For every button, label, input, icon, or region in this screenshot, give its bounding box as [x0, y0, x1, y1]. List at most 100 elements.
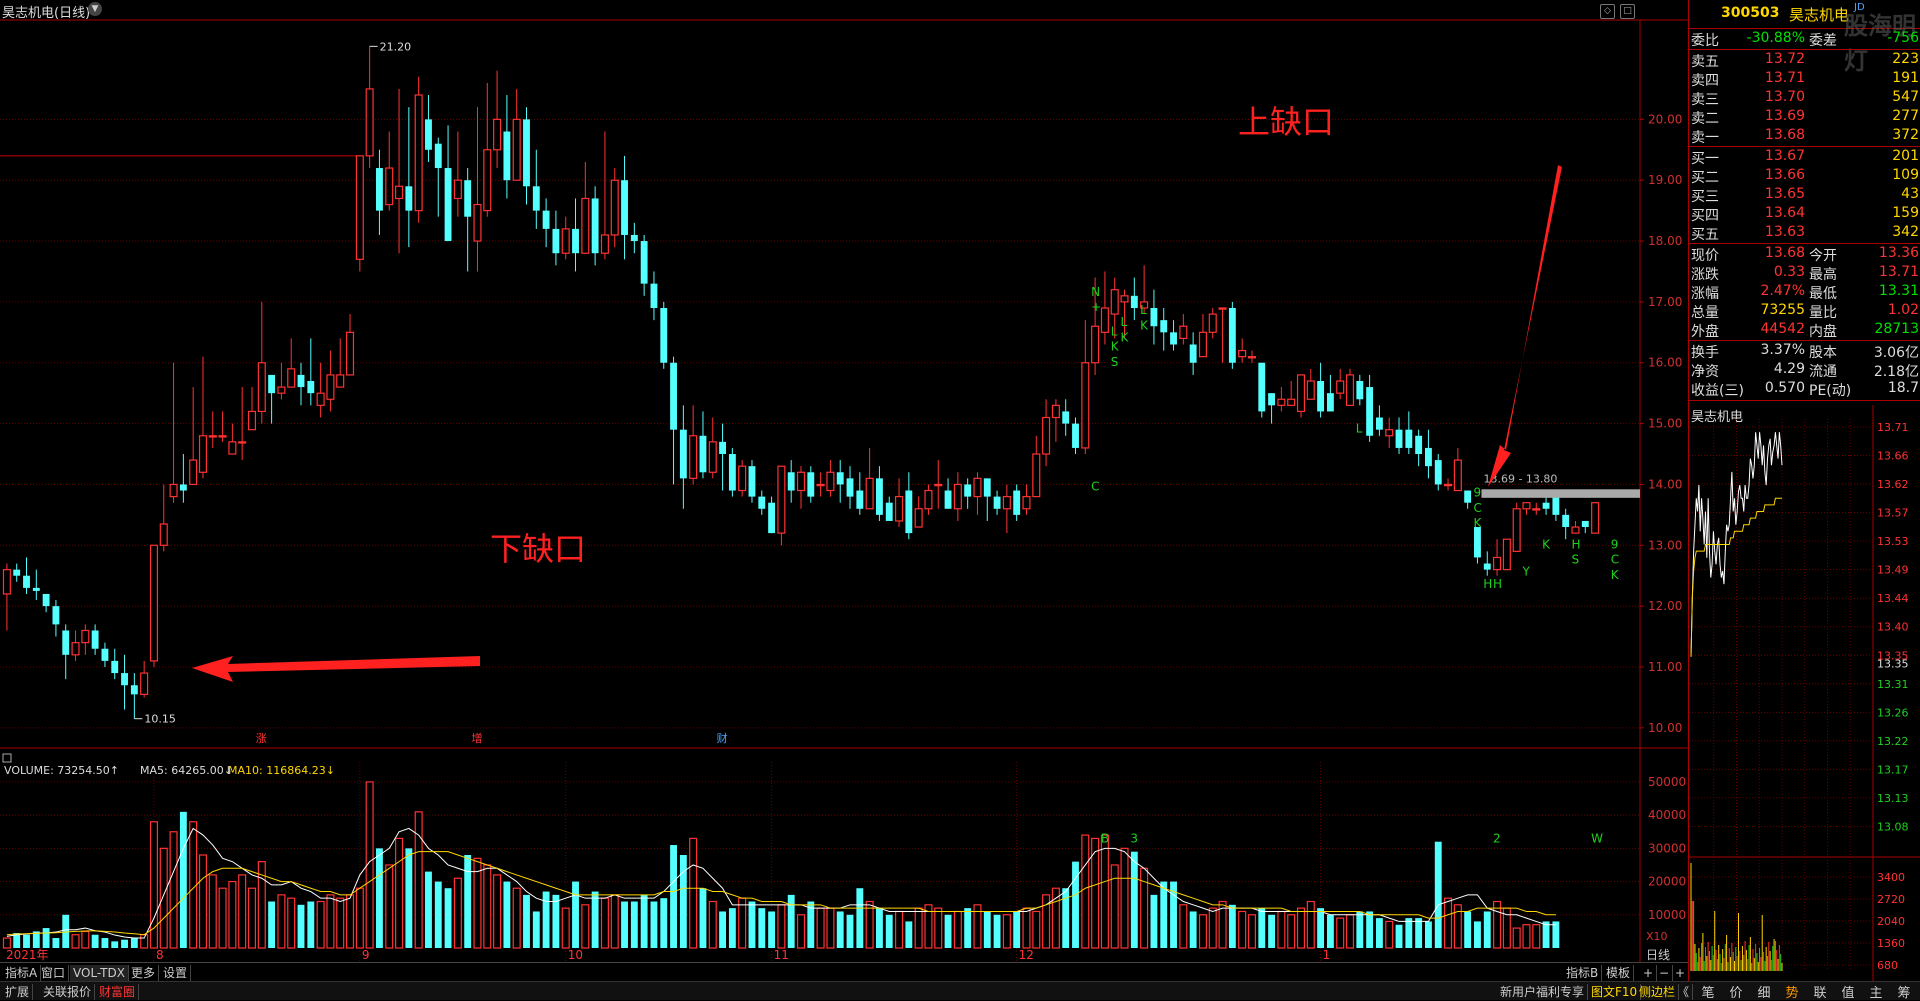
panel-tab-2[interactable]: 细	[1757, 986, 1771, 1001]
candle-down	[787, 472, 795, 491]
tab-more[interactable]: 更多	[128, 965, 160, 981]
candle-up	[610, 179, 619, 236]
vol-bar-up	[1444, 897, 1453, 949]
candle-down	[846, 478, 854, 497]
indicator-mark: L	[1111, 324, 1118, 338]
weibi-row: 委比 -30.88% 委差 -756	[1689, 29, 1920, 49]
sell-price: 13.72	[1764, 51, 1805, 67]
candle-down	[376, 168, 383, 211]
vol-bar-up	[1238, 910, 1247, 949]
candle-down	[679, 429, 687, 479]
candle-down	[1228, 307, 1236, 363]
period-label[interactable]: 日线	[1646, 948, 1671, 962]
vol-bar-down	[297, 904, 305, 948]
indicator-mark: 9	[1611, 537, 1619, 551]
intraday-mini-chart[interactable]: 昊志机电 13.71 13.66 13.62 13.57 13.53 13.49 13.44…	[1689, 405, 1920, 981]
candle-up	[238, 441, 247, 444]
zoom-in-button[interactable]: +	[1640, 965, 1658, 981]
vol-bar-up	[326, 894, 335, 949]
tab-wealth-circle[interactable]: 财富圈	[96, 984, 140, 1000]
vol-bar-down	[640, 894, 648, 948]
promo-ticker[interactable]: 新用户福利专享	[1497, 984, 1589, 1000]
buy-volume: 342	[1892, 224, 1919, 240]
vol-bar-up	[238, 874, 247, 949]
fund-row: 换手 3.37% 股本 3.06亿	[1689, 341, 1920, 361]
panel-tab-1[interactable]: 价	[1729, 986, 1743, 1001]
candle-up	[208, 435, 217, 438]
candle-down	[1268, 393, 1276, 406]
indicator-mark: +	[1091, 300, 1101, 314]
panel-tab-0[interactable]: 笔	[1701, 986, 1715, 1001]
buy-level-label: 买三	[1691, 189, 1719, 205]
vol-signal-mark: W	[1591, 831, 1603, 845]
candle-up	[512, 118, 521, 181]
zoom-out-button[interactable]: −	[1656, 965, 1674, 981]
event-tag: 财	[717, 731, 728, 745]
f10-button[interactable]: 图文F10	[1588, 984, 1642, 1000]
stock-name[interactable]: 昊志机电	[1789, 6, 1850, 24]
fund-value: 0.570	[1764, 380, 1805, 396]
price-tick-label: 16.00	[1648, 356, 1682, 370]
candle-down	[268, 374, 276, 394]
vol-bar-down	[670, 845, 677, 948]
candle-up	[1110, 289, 1119, 315]
panel-tab-3[interactable]: 势	[1785, 986, 1799, 1001]
panel-tab-5[interactable]: 值	[1841, 986, 1855, 1001]
candle-down	[13, 569, 21, 576]
maximize-icon[interactable]: □	[1620, 4, 1635, 19]
stock-code: 300503	[1721, 5, 1780, 21]
candle-down	[130, 685, 138, 695]
tab-vol-tdx[interactable]: VOL-TDX	[70, 965, 129, 981]
tab-indicator-b[interactable]: 指标B	[1563, 965, 1603, 981]
tab-window[interactable]: 窗口	[38, 965, 70, 981]
vol-bar-down	[23, 934, 30, 948]
panel-tab-7[interactable]: 筹	[1897, 986, 1911, 1001]
chevron-down-icon[interactable]: ▼	[88, 2, 102, 16]
tab-settings[interactable]: 设置	[160, 965, 192, 981]
tab-template[interactable]: 模板	[1603, 965, 1635, 981]
vol-bar-up	[1336, 917, 1345, 949]
panel-tab-4[interactable]: 联	[1813, 986, 1827, 1001]
candle-down	[52, 606, 60, 625]
candle-down	[1581, 520, 1589, 528]
candle-down	[101, 648, 109, 661]
tab-expand[interactable]: 扩展	[2, 984, 34, 1000]
panel-tab-6[interactable]: 主	[1869, 986, 1883, 1001]
restore-icon[interactable]: ◇	[1600, 4, 1615, 19]
fund-value: 4.29	[1773, 361, 1805, 377]
buy-row: 买一 13.67 201	[1689, 147, 1920, 167]
mini-tick-label: 13.22	[1877, 735, 1909, 748]
candlestick-chart[interactable]: 20.00 19.00 18.00 17.00 16.00 15.00 14.00 13.00…	[0, 0, 1688, 962]
vol-bar-down	[572, 881, 579, 948]
vol-bar-up	[1345, 914, 1355, 949]
quote-value: 13.71	[1878, 264, 1919, 280]
candle-up	[1512, 508, 1521, 552]
add-button[interactable]: +	[1672, 965, 1690, 981]
sell-level-label: 卖五	[1691, 54, 1719, 70]
kline-main-area[interactable]: 昊志机电(日线) ▼ ◇ □ 20.00 19.00 18.00 17.00 16.00…	[0, 0, 1690, 999]
vol-bar-up	[208, 874, 217, 949]
vol-bar-down	[1258, 908, 1266, 948]
high-label: 21.20	[380, 40, 412, 53]
mini-vol-tick-label: 3400	[1877, 871, 1905, 884]
vol-signal-mark: B	[1101, 831, 1109, 845]
vol-bar-up	[1002, 914, 1011, 949]
mini-prev-close-label: 13.35	[1877, 657, 1909, 670]
collapse-icon[interactable]: 《	[1674, 984, 1694, 1000]
candle-down	[405, 186, 413, 211]
vol-bar-down	[1415, 918, 1423, 948]
mini-tick-label: 13.35	[1877, 649, 1909, 662]
candle-up	[140, 672, 149, 695]
tab-related-quotes[interactable]: 关联报价	[40, 984, 96, 1000]
sidebar-button[interactable]: 侧边栏	[1636, 984, 1680, 1000]
vol-bar-down	[787, 894, 795, 948]
vol-bar-up	[1277, 910, 1286, 949]
tab-indicator-a[interactable]: 指标A	[2, 965, 42, 981]
candle-up	[1287, 398, 1296, 406]
vol-bar-down	[1366, 911, 1374, 948]
vol-bar-down	[91, 934, 99, 948]
candle-up	[689, 435, 698, 479]
mini-avg-line	[1690, 497, 1782, 657]
vol-bar-up	[189, 821, 198, 949]
vol-bar-up	[561, 907, 570, 949]
